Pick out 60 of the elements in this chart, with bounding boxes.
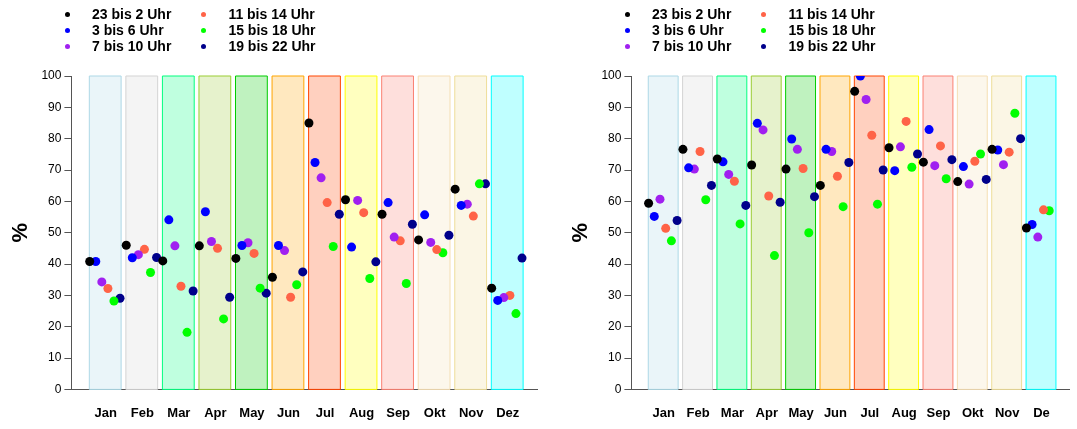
y-tick-label: 30 bbox=[48, 287, 62, 302]
legend-label: 15 bis 18 Uhr bbox=[788, 22, 876, 38]
y-tick-label: 80 bbox=[48, 130, 62, 145]
legend-label: 19 bis 22 Uhr bbox=[788, 38, 876, 54]
x-tick-label: May bbox=[239, 404, 266, 420]
legend-label: 7 bis 10 Uhr bbox=[652, 38, 732, 54]
y-tick-label: 70 bbox=[48, 162, 62, 177]
legend-label: 11 bis 14 Uhr bbox=[788, 6, 875, 22]
x-tick-label: Dez bbox=[496, 404, 520, 420]
legend-label: 23 bis 2 Uhr bbox=[92, 6, 172, 22]
y-tick-label: 50 bbox=[48, 225, 62, 240]
x-tick-label: Jan bbox=[94, 404, 118, 420]
y-tick-label: 0 bbox=[54, 381, 62, 396]
x-tick-label: De bbox=[1033, 404, 1050, 420]
y-tick-label: 10 bbox=[48, 350, 62, 365]
x-tick-label: Jul bbox=[315, 404, 335, 420]
y-tick-label: 100 bbox=[41, 68, 62, 83]
y-tick-label: 20 bbox=[48, 319, 62, 334]
x-tick-label: Jul bbox=[860, 404, 880, 420]
legend-label: 11 bis 14 Uhr bbox=[228, 6, 315, 22]
x-tick-label: Nov bbox=[458, 404, 485, 420]
x-tick-label: Apr bbox=[204, 404, 227, 420]
x-tick-label: Feb bbox=[130, 404, 154, 420]
y-tick-label: 10 bbox=[608, 350, 622, 365]
x-tick-label: Mar bbox=[720, 404, 744, 420]
x-tick-label: Okt bbox=[423, 404, 447, 420]
y-tick-label: 50 bbox=[608, 225, 622, 240]
x-tick-label: Sep bbox=[386, 404, 411, 420]
y-tick-label: 90 bbox=[48, 99, 62, 114]
x-tick-label: Feb bbox=[686, 404, 710, 420]
y-tick-label: 60 bbox=[608, 193, 622, 208]
x-tick-label: Aug bbox=[348, 404, 375, 420]
y-tick-label: 80 bbox=[608, 130, 622, 145]
legend-label: 3 bis 6 Uhr bbox=[92, 22, 164, 38]
x-tick-label: Jun bbox=[276, 404, 301, 420]
y-tick-label: 20 bbox=[608, 319, 622, 334]
x-tick-label: Jun bbox=[823, 404, 848, 420]
y-tick-label: 0 bbox=[614, 381, 622, 396]
y-tick-label: 100 bbox=[601, 68, 622, 83]
x-tick-label: May bbox=[788, 404, 815, 420]
legend-label: 7 bis 10 Uhr bbox=[92, 38, 172, 54]
y-tick-label: 40 bbox=[608, 256, 622, 271]
y-tick-label: 90 bbox=[608, 99, 622, 114]
x-tick-label: Okt bbox=[961, 404, 985, 420]
y-axis-title: % bbox=[7, 222, 33, 243]
legend-label: 15 bis 18 Uhr bbox=[228, 22, 316, 38]
legend-label: 23 bis 2 Uhr bbox=[652, 6, 732, 22]
y-tick-label: 30 bbox=[608, 287, 622, 302]
y-tick-label: 40 bbox=[48, 256, 62, 271]
x-tick-label: Jan bbox=[652, 404, 675, 420]
x-tick-label: Sep bbox=[926, 404, 951, 420]
y-axis-title: % bbox=[567, 222, 593, 243]
x-tick-label: Aug bbox=[891, 404, 917, 420]
y-tick-label: 70 bbox=[608, 162, 622, 177]
x-tick-label: Nov bbox=[994, 404, 1021, 420]
x-tick-label: Mar bbox=[167, 404, 191, 420]
y-tick-label: 60 bbox=[48, 193, 62, 208]
x-tick-label: Apr bbox=[755, 404, 778, 420]
legend-label: 19 bis 22 Uhr bbox=[228, 38, 316, 54]
legend-label: 3 bis 6 Uhr bbox=[652, 22, 724, 38]
